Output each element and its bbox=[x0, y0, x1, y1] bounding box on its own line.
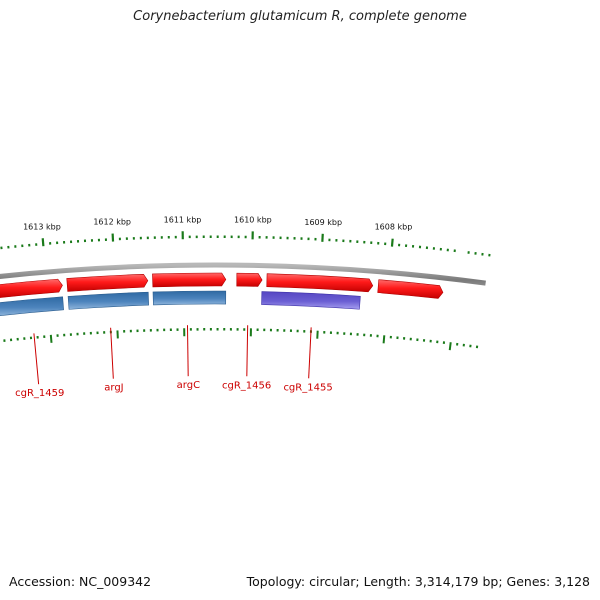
inner-tick-track bbox=[3, 328, 479, 351]
gene-label-1: cgR_1459 bbox=[15, 388, 64, 399]
map-title: Corynebacterium glutamicum R, complete g… bbox=[133, 9, 467, 24]
leader-line-4 bbox=[246, 325, 249, 377]
major-tick-6 bbox=[390, 238, 394, 247]
gene-label-3: argC bbox=[177, 380, 200, 391]
leader-line-5 bbox=[308, 327, 312, 379]
ruler-label-3: 1611 kbp bbox=[164, 215, 202, 224]
forward-gene-4 bbox=[152, 272, 227, 288]
accession-text: Accession: NC_009342 bbox=[9, 574, 152, 589]
gene-label-2: argJ bbox=[104, 383, 123, 394]
major-ticks bbox=[41, 231, 394, 247]
reverse-gene-2 bbox=[0, 296, 64, 316]
outer-tick-track bbox=[0, 235, 491, 257]
reverse-gene-5 bbox=[261, 291, 361, 310]
inner-major-tick bbox=[49, 334, 53, 343]
forward-gene-3 bbox=[66, 273, 149, 292]
reverse-gene-4 bbox=[152, 290, 227, 306]
forward-gene-7 bbox=[377, 279, 444, 299]
ruler-label-4: 1610 kbp bbox=[234, 215, 272, 224]
backbone-arc bbox=[0, 262, 486, 286]
gene-label-4: cgR_1456 bbox=[222, 380, 271, 391]
forward-gene-2 bbox=[0, 278, 63, 298]
ruler-label-1: 1613 kbp bbox=[23, 222, 61, 231]
inner-major-tick bbox=[448, 342, 452, 351]
reverse-gene-3 bbox=[67, 291, 149, 310]
ruler-label-2: 1612 kbp bbox=[93, 218, 131, 227]
leader-line-2 bbox=[110, 327, 114, 379]
inner-major-tick bbox=[382, 335, 386, 344]
ruler-label-6: 1608 kbp bbox=[375, 223, 413, 232]
label-leader-lines bbox=[33, 325, 312, 385]
forward-gene-5 bbox=[236, 272, 263, 287]
forward-strand-genes bbox=[0, 272, 444, 299]
ruler-label-5: 1609 kbp bbox=[304, 218, 342, 227]
genome-summary-text: Topology: circular; Length: 3,314,179 bp… bbox=[246, 574, 590, 589]
forward-gene-6 bbox=[266, 273, 374, 293]
gene-label-5: cgR_1455 bbox=[283, 382, 332, 393]
leader-line-3 bbox=[186, 325, 189, 377]
reverse-strand-genes bbox=[0, 290, 361, 316]
leader-line-1 bbox=[33, 333, 40, 385]
genome-backbone bbox=[0, 262, 486, 286]
major-tick-1 bbox=[41, 238, 45, 247]
